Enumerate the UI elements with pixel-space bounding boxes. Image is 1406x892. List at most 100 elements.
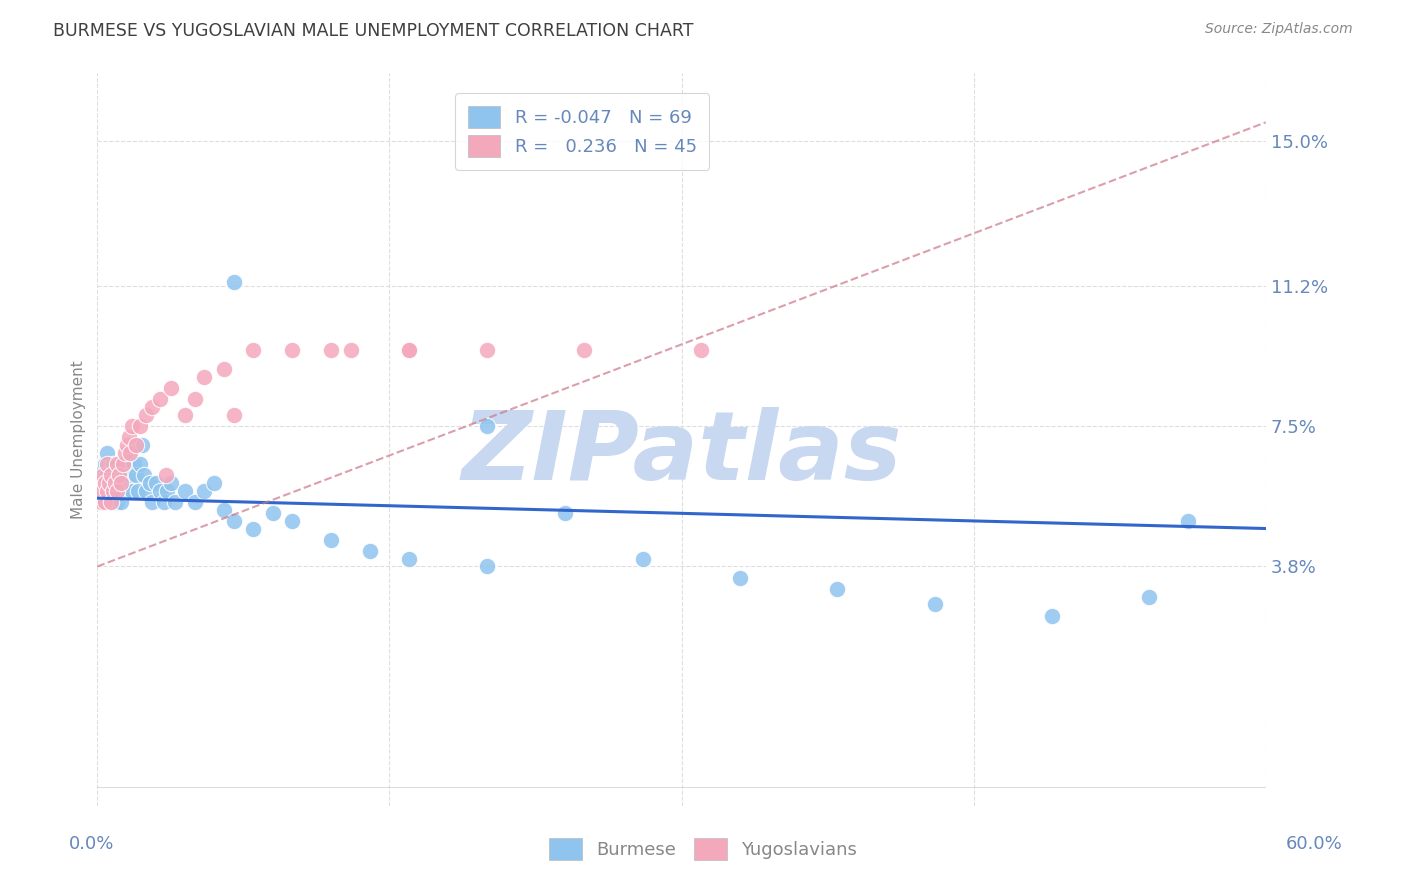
Point [89,475,111,490]
Point [212,362,235,376]
Point [91,495,114,509]
Text: 0.0%: 0.0% [69,835,114,853]
Point [242,343,264,357]
Point [91,472,114,486]
Point [91,483,114,498]
Point [90,465,112,479]
Point [262,506,284,520]
Point [98,475,121,490]
Point [160,381,183,395]
Point [281,514,304,528]
Point [165,495,187,509]
Point [90,475,112,490]
Point [104,465,127,479]
Text: 60.0%: 60.0% [1286,835,1343,853]
Point [339,343,361,357]
Point [139,475,162,490]
Point [90,495,112,509]
Point [281,343,304,357]
Point [94,475,117,490]
Point [124,457,146,471]
Point [222,408,245,422]
Point [129,419,152,434]
Point [120,445,142,459]
Point [359,544,381,558]
Point [135,483,157,498]
Point [1137,590,1160,604]
Point [924,598,946,612]
Point [135,408,157,422]
Point [117,430,139,444]
Point [115,438,138,452]
Point [98,475,121,490]
Point [96,483,118,498]
Point [319,343,342,357]
Point [149,483,172,498]
Point [104,475,127,490]
Point [101,483,124,498]
Point [111,457,134,471]
Point [827,582,849,597]
Point [149,392,172,407]
Point [105,495,128,509]
Point [100,468,122,483]
Point [120,468,142,483]
Point [141,400,163,414]
Point [105,457,128,471]
Point [572,343,595,357]
Point [115,457,138,471]
Point [174,483,197,498]
Point [96,468,118,483]
Point [114,483,136,498]
Point [145,475,167,490]
Point [398,343,420,357]
Point [193,483,215,498]
Point [121,483,143,498]
Point [94,480,117,494]
Point [129,457,152,471]
Point [141,495,163,509]
Point [398,552,420,566]
Point [121,419,143,434]
Point [212,502,235,516]
Point [107,487,129,501]
Point [127,483,149,498]
Point [100,468,122,483]
Point [90,483,112,498]
Point [160,475,183,490]
Point [728,571,751,585]
Point [114,445,136,459]
Y-axis label: Male Unemployment: Male Unemployment [72,360,86,518]
Point [96,457,118,471]
Text: BURMESE VS YUGOSLAVIAN MALE UNEMPLOYMENT CORRELATION CHART: BURMESE VS YUGOSLAVIAN MALE UNEMPLOYMENT… [53,22,695,40]
Point [690,343,713,357]
Point [475,419,498,434]
Point [152,495,174,509]
Point [475,343,498,357]
Point [174,408,197,422]
Point [183,495,205,509]
Point [101,457,124,471]
Point [89,483,111,498]
Point [117,445,139,459]
Point [107,468,129,483]
Point [156,483,179,498]
Point [111,468,134,483]
Point [193,369,215,384]
Point [110,495,132,509]
Point [110,475,132,490]
Point [319,533,342,547]
Text: Source: ZipAtlas.com: Source: ZipAtlas.com [1205,22,1353,37]
Point [183,392,205,407]
Point [105,475,128,490]
Point [132,468,155,483]
Point [107,468,129,483]
Point [101,475,124,490]
Point [100,495,122,509]
Point [398,343,420,357]
Point [202,475,225,490]
Point [100,487,122,501]
Point [125,468,148,483]
Point [1040,608,1063,623]
Text: ZIPatlas: ZIPatlas [461,408,901,500]
